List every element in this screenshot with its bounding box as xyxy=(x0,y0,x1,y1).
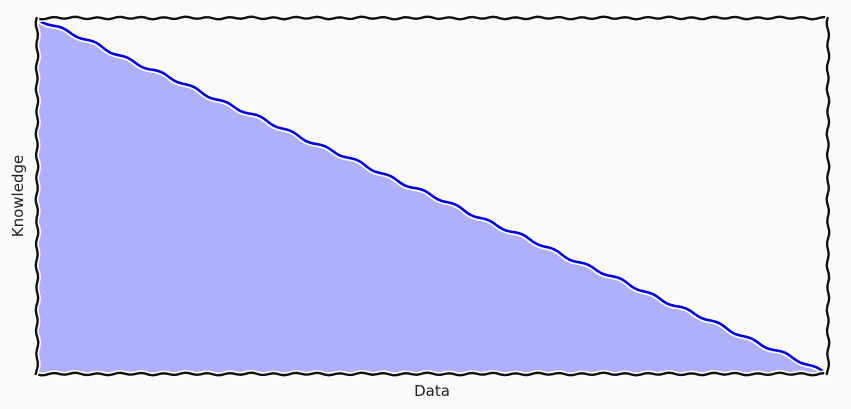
x-axis-title: Data xyxy=(414,382,450,400)
spine-right xyxy=(825,16,831,376)
spine-top xyxy=(35,15,830,21)
spine-left xyxy=(34,16,40,376)
plot-area xyxy=(33,15,831,379)
plot-frame xyxy=(32,13,833,379)
y-axis-title: Knowledge xyxy=(9,155,27,237)
spine-bottom xyxy=(35,371,830,377)
series-line xyxy=(35,17,829,377)
